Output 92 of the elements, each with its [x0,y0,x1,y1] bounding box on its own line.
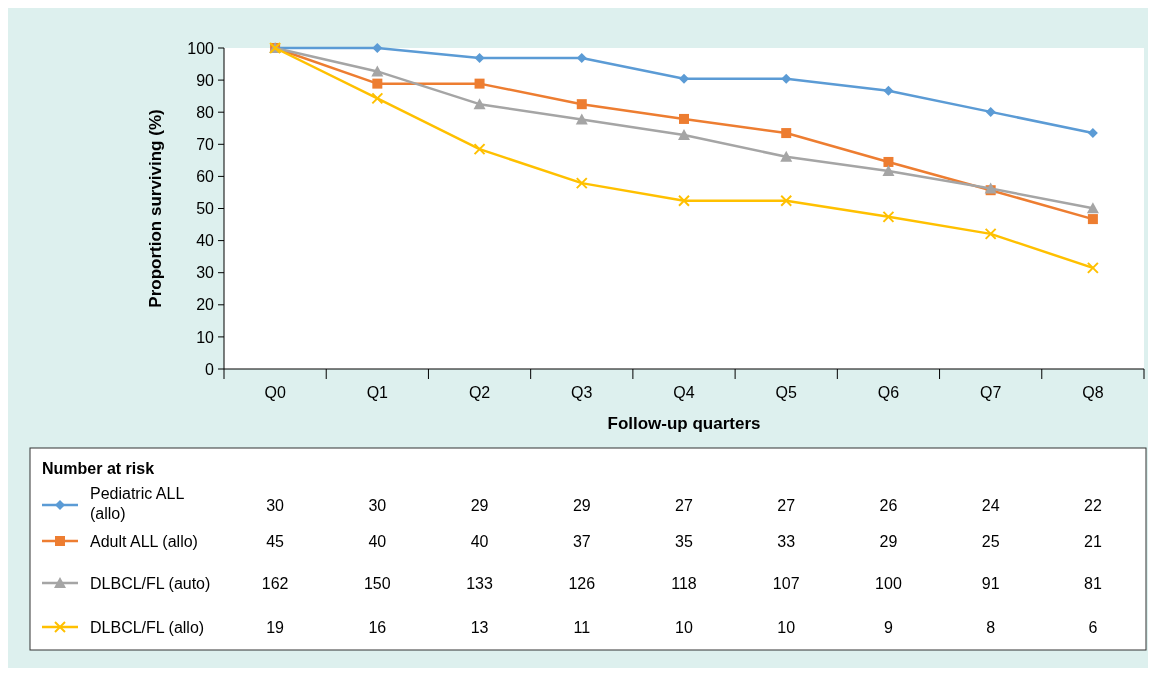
text: 100 [875,574,902,592]
y-tick-label: 0 [205,360,215,378]
point [984,227,997,240]
y-tick-label: 100 [187,39,215,57]
text: 26 [879,496,898,514]
text: 27 [777,496,796,514]
point [985,106,996,117]
x-tick-label: Q1 [366,384,389,401]
y-tick-label: 90 [196,71,215,89]
text: 8 [986,618,996,636]
x-tick-label: Q7 [979,384,1002,401]
text: 40 [368,532,387,550]
text: 21 [1083,532,1102,550]
text: 37 [572,532,591,550]
text: 81 [1083,574,1102,592]
text: 30 [266,496,285,514]
point [679,113,689,124]
text: 33 [777,532,796,550]
point [1086,202,1099,214]
text: 29 [572,496,591,514]
point [576,99,587,110]
point [882,210,895,223]
point [678,194,690,207]
text: 10 [675,618,693,636]
text: 133 [466,574,493,592]
point [678,128,690,140]
point [679,73,689,84]
x-tick-label: Q5 [775,384,797,401]
point [371,65,384,77]
point [575,113,588,125]
point [372,78,383,89]
text: 30 [368,496,387,514]
text: 9 [883,618,893,636]
point [371,92,384,105]
text: 11 [573,618,591,636]
text: 10 [777,618,796,636]
text: 6 [1088,618,1098,636]
text: 13 [470,618,489,636]
point [1087,128,1098,139]
point [780,150,793,162]
text: 25 [981,532,1000,550]
text: 91 [981,574,1000,592]
x-tick-label: Q2 [468,384,491,401]
text: 45 [266,532,285,550]
y-tick-label: 40 [196,232,215,250]
point [1087,214,1098,225]
text: 162 [261,574,289,592]
x-tick-label: Q0 [264,384,286,401]
point [781,73,792,84]
legend-label: DLBCL/FL (allo) [90,618,205,636]
text: 40 [470,532,489,550]
text: 29 [879,532,898,550]
x-tick-label: Q8 [1082,384,1104,401]
x-tick-label: Q3 [571,384,593,401]
point [473,98,486,110]
text: 27 [675,496,693,514]
text: 19 [266,618,285,636]
x-tick-label: Q4 [673,384,695,401]
point [780,194,793,207]
y-axis-title: Proportion surviving (%) [146,109,165,308]
legend-label: Adult ALL (allo) [90,532,198,550]
point [372,43,383,53]
text: 22 [1083,496,1102,514]
text: 16 [368,618,387,636]
point [474,52,485,63]
point [1086,261,1099,274]
y-tick-label: 50 [196,200,215,218]
x-axis-title: Follow-up quarters [607,414,761,433]
point [473,143,486,156]
legend-label: DLBCL/FL (auto) [90,574,211,592]
text: Number at risk [42,460,155,477]
y-tick-label: 80 [196,103,215,121]
point [883,156,894,167]
point [882,164,895,176]
text: 107 [772,574,800,592]
y-tick-label: 30 [196,264,215,282]
point [883,85,894,96]
point [781,128,792,139]
legend-label: Pediatric ALL (allo) [90,484,185,523]
text: 24 [981,496,1000,514]
y-tick-label: 10 [196,328,215,346]
y-tick-label: 20 [196,296,215,314]
y-tick-label: 70 [196,135,215,153]
text: 29 [470,496,489,514]
point [474,78,485,89]
y-tick-label: 60 [196,168,215,185]
text: 150 [363,574,391,592]
point [575,177,588,190]
x-tick-label: Q6 [877,384,900,401]
text: 118 [671,574,697,592]
text: 35 [675,532,693,550]
text: 126 [568,574,596,592]
